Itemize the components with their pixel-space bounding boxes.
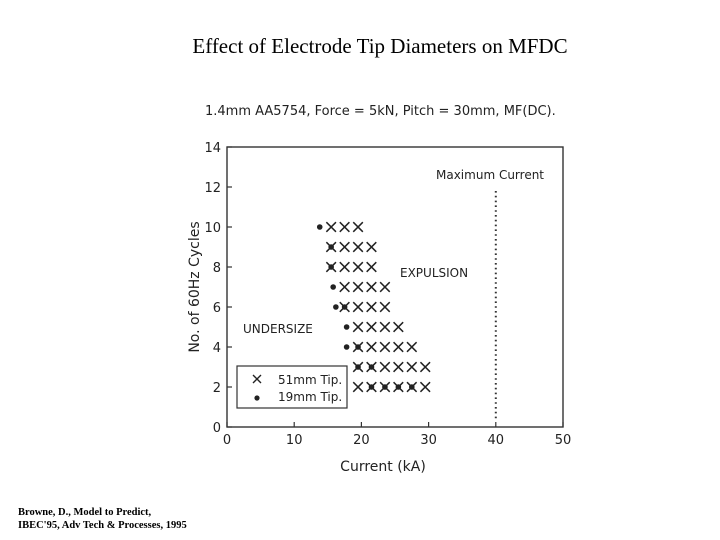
chart-title: 1.4mm AA5754, Force = 5kN, Pitch = 30mm,… bbox=[205, 104, 556, 119]
point-51mm-tip bbox=[366, 341, 377, 353]
x-tick-label: 40 bbox=[488, 433, 505, 448]
citation: Browne, D., Model to Predict, IBEC'95, A… bbox=[18, 506, 187, 532]
point-19mm-tip bbox=[343, 324, 350, 330]
x-axis-label: Current (kA) bbox=[340, 459, 426, 475]
annotation-expulsion: EXPULSION bbox=[400, 266, 468, 280]
annotation-undersize: UNDERSIZE bbox=[243, 322, 313, 336]
point-19mm-tip bbox=[368, 384, 375, 390]
point-19mm-tip bbox=[328, 264, 334, 270]
point-51mm-tip bbox=[393, 361, 404, 373]
point-51mm-tip bbox=[352, 321, 364, 333]
point-51mm-tip bbox=[366, 241, 377, 253]
legend-x-marker bbox=[252, 374, 262, 384]
legend: 51mm Tip. 19mm Tip. bbox=[236, 365, 348, 409]
point-19mm-tip bbox=[341, 304, 348, 310]
point-51mm-tip bbox=[352, 381, 364, 393]
y-tick-label: 8 bbox=[213, 261, 221, 276]
point-51mm-tip bbox=[379, 301, 391, 313]
legend-entry-19mm: 19mm Tip. bbox=[278, 390, 342, 404]
point-19mm-tip bbox=[382, 384, 388, 390]
point-51mm-tip bbox=[366, 281, 377, 293]
y-tick-label: 14 bbox=[204, 141, 221, 156]
point-51mm-tip bbox=[379, 281, 391, 293]
point-51mm-tip bbox=[393, 321, 404, 333]
legend-entry-51mm: 51mm Tip. bbox=[278, 373, 342, 387]
x-tick-label: 10 bbox=[286, 433, 303, 448]
x-tick-label: 20 bbox=[353, 433, 370, 448]
citation-line-2: IBEC'95, Adv Tech & Processes, 1995 bbox=[18, 520, 187, 531]
y-tick-label: 2 bbox=[213, 381, 221, 396]
point-51mm-tip bbox=[379, 321, 391, 333]
y-tick-label: 6 bbox=[213, 301, 221, 316]
y-tick-label: 10 bbox=[204, 221, 221, 236]
point-19mm-tip bbox=[328, 244, 334, 250]
y-tick-label: 4 bbox=[213, 341, 221, 356]
point-51mm-tip bbox=[339, 241, 350, 253]
point-51mm-tip bbox=[352, 221, 364, 233]
point-19mm-tip bbox=[355, 364, 361, 370]
point-51mm-tip bbox=[352, 301, 364, 313]
data-points bbox=[316, 221, 431, 393]
point-51mm-tip bbox=[406, 361, 418, 373]
point-19mm-tip bbox=[330, 284, 336, 290]
point-51mm-tip bbox=[325, 221, 337, 233]
point-19mm-tip bbox=[395, 384, 402, 390]
legend-dot-marker bbox=[254, 395, 260, 401]
point-19mm-tip bbox=[343, 344, 350, 350]
point-19mm-tip bbox=[409, 384, 415, 390]
point-51mm-tip bbox=[419, 381, 431, 393]
point-51mm-tip bbox=[393, 341, 404, 353]
point-51mm-tip bbox=[419, 361, 431, 373]
point-51mm-tip bbox=[406, 341, 418, 353]
point-51mm-tip bbox=[379, 341, 391, 353]
point-51mm-tip bbox=[366, 261, 377, 273]
x-tick-label: 30 bbox=[420, 433, 437, 448]
y-tick-label: 0 bbox=[213, 421, 221, 436]
y-axis-label: No. of 60Hz Cycles bbox=[187, 221, 203, 352]
y-tick-label: 12 bbox=[204, 181, 221, 196]
plot-frame bbox=[226, 146, 564, 428]
y-axis-ticks: 0 2 4 6 8 10 12 14 bbox=[204, 141, 232, 436]
x-tick-label: 50 bbox=[555, 433, 572, 448]
point-51mm-tip bbox=[379, 361, 391, 373]
point-19mm-tip bbox=[355, 344, 361, 350]
annotation-maximum-current: Maximum Current bbox=[436, 168, 544, 182]
point-51mm-tip bbox=[339, 281, 350, 293]
point-51mm-tip bbox=[339, 221, 350, 233]
point-51mm-tip bbox=[352, 261, 364, 273]
point-19mm-tip bbox=[333, 304, 339, 310]
point-19mm-tip bbox=[316, 224, 323, 230]
point-51mm-tip bbox=[339, 261, 350, 273]
x-tick-label: 0 bbox=[223, 433, 231, 448]
point-19mm-tip bbox=[368, 364, 375, 370]
citation-line-1: Browne, D., Model to Predict, bbox=[18, 507, 152, 518]
point-51mm-tip bbox=[366, 321, 377, 333]
point-51mm-tip bbox=[352, 281, 364, 293]
legend-box bbox=[236, 365, 348, 409]
point-51mm-tip bbox=[366, 301, 377, 313]
x-axis-ticks: 0 10 20 30 40 50 bbox=[223, 422, 571, 448]
point-51mm-tip bbox=[352, 241, 364, 253]
slide-title: Effect of Electrode Tip Diameters on MFD… bbox=[192, 34, 568, 58]
